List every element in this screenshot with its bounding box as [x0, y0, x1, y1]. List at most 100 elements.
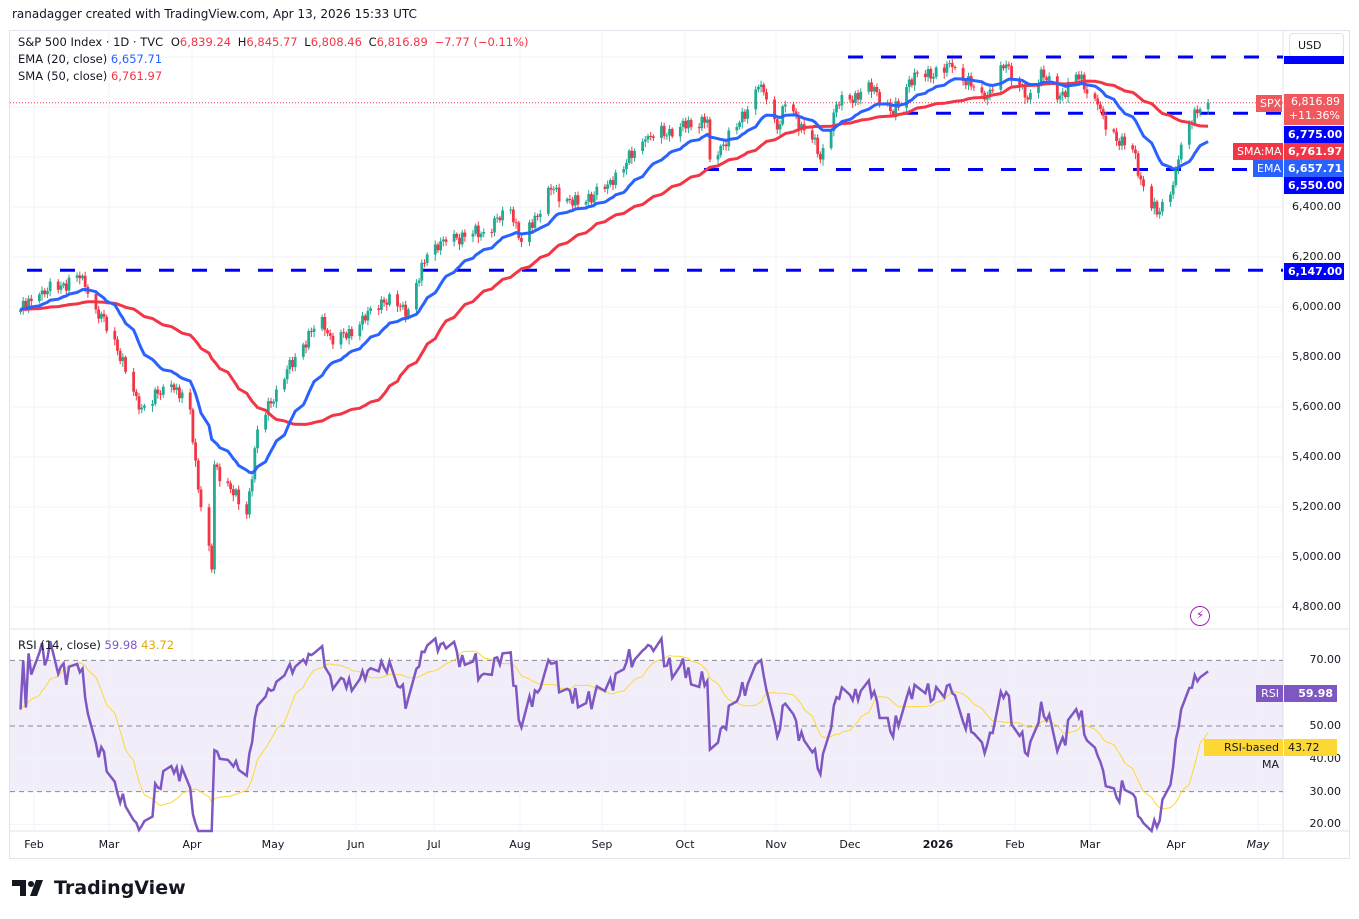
candle-body: [48, 281, 52, 291]
price-tick-label: 5,600.00: [1292, 400, 1341, 413]
rsi-tick-label: 50.00: [1309, 719, 1342, 732]
candle-body: [67, 277, 71, 291]
candle-body: [1179, 144, 1183, 160]
candle-body: [735, 127, 739, 131]
symbol-name[interactable]: S&P 500 Index · 1D · TVC: [18, 35, 164, 49]
currency-button[interactable]: USD: [1289, 33, 1344, 57]
sma-legend[interactable]: SMA (50, close) 6,761.97: [18, 69, 162, 83]
candle-body: [627, 150, 631, 164]
candle-body: [455, 233, 459, 238]
candle-body: [288, 359, 292, 370]
candle-body: [665, 135, 669, 137]
candle-body: [520, 237, 523, 242]
time-tick-label: Aug: [509, 838, 531, 851]
candle-body: [625, 163, 628, 169]
candle-body: [425, 254, 429, 263]
candle-body: [406, 309, 410, 317]
candle-body: [810, 130, 814, 140]
candle-body: [113, 330, 117, 340]
candle-body: [670, 128, 674, 137]
low-label: L: [304, 35, 311, 49]
candle-body: [964, 81, 968, 86]
candle-body: [878, 92, 882, 103]
candle-body: [606, 184, 610, 189]
candle-body: [27, 298, 31, 308]
ema-axis-tag: EMA: [1253, 160, 1283, 177]
candle-body: [719, 145, 723, 156]
candle-body: [81, 275, 84, 279]
candle-body: [905, 87, 908, 108]
candle-body: [1064, 91, 1067, 97]
candle-body: [1066, 81, 1070, 97]
candle-body: [1029, 93, 1032, 100]
candle-body: [342, 332, 346, 334]
candle-body: [191, 409, 195, 443]
candle-body: [140, 407, 144, 410]
ema-legend[interactable]: EMA (20, close) 6,657.71: [18, 52, 162, 66]
candle-body: [1074, 74, 1078, 82]
candle-body: [1047, 76, 1051, 80]
price-tick-label: 5,400.00: [1292, 450, 1341, 463]
candle-body: [56, 281, 60, 290]
tradingview-logo[interactable]: TradingView: [12, 877, 186, 899]
candle-body: [757, 87, 760, 90]
time-tick-label: Apr: [1166, 838, 1186, 851]
candle-body: [1171, 184, 1175, 195]
candle-body: [476, 225, 480, 238]
lightning-icon[interactable]: ⚡: [1190, 606, 1210, 626]
candle-body: [264, 414, 267, 430]
candle-body: [420, 262, 424, 281]
candle-body: [347, 328, 351, 339]
candle-body: [915, 72, 919, 74]
candle-body: [662, 125, 666, 136]
candle-body: [474, 225, 478, 234]
candle-body: [1010, 66, 1013, 81]
rsi-tick-label: 70.00: [1309, 653, 1342, 667]
candle-body: [1026, 97, 1030, 100]
candle-body: [1099, 104, 1102, 109]
candle-body: [417, 280, 421, 284]
candle-body: [762, 84, 766, 93]
candle-body: [511, 209, 515, 223]
high-value: 6,845.77: [246, 35, 298, 49]
candle-body: [641, 141, 645, 152]
candle-body: [1206, 102, 1210, 110]
candle-body: [668, 128, 671, 136]
candle-body: [196, 460, 200, 490]
candle-body: [210, 545, 214, 570]
candle-body: [75, 275, 79, 278]
time-tick-label: May: [261, 838, 285, 851]
candle-body: [283, 379, 286, 390]
candle-body: [835, 104, 838, 113]
candle-body: [180, 392, 184, 399]
price-tick-label: 6,400.00: [1292, 200, 1341, 213]
candle-body: [1131, 145, 1135, 150]
rsi-legend[interactable]: RSI (14, close) 59.98 43.72: [18, 638, 174, 652]
candle-body: [46, 290, 49, 295]
candle-body: [630, 150, 634, 158]
candle-body: [870, 82, 873, 92]
candle-body: [1177, 159, 1180, 168]
candle-body: [43, 290, 47, 295]
candle-body: [102, 313, 106, 317]
spx-tag: SPX: [1256, 95, 1282, 112]
time-tick-label: Mar: [1079, 838, 1101, 851]
candle-body: [913, 72, 917, 86]
candle-body: [156, 389, 160, 394]
candle-body: [471, 233, 475, 237]
candle-body: [1158, 211, 1162, 215]
candle-body: [253, 448, 257, 480]
level-6147-tag: 6,147.00: [1284, 263, 1344, 280]
candle-body: [143, 405, 146, 408]
candle-body: [950, 62, 954, 67]
candle-body: [1058, 95, 1062, 100]
candle-body: [1169, 194, 1172, 202]
candle-body: [934, 67, 938, 77]
candle-body: [546, 187, 550, 214]
candle-body: [856, 93, 860, 100]
time-tick-label: Nov: [765, 838, 787, 851]
candle-body: [301, 344, 305, 357]
candle-body: [99, 313, 103, 319]
candle-body: [926, 69, 930, 78]
